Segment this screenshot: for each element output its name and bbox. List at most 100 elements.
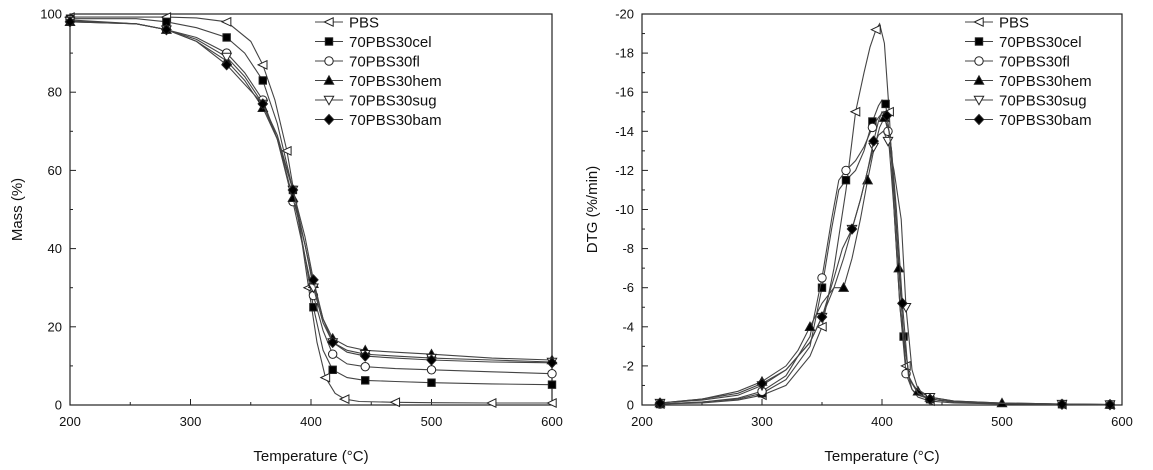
data-point	[838, 281, 850, 292]
chart-panel-2: 200 300 400 500 600 0 -2 -4 -6 -8 -10 -12 -14 -16 -18 -…	[584, 7, 1133, 466]
legend-label: 70PBS30sug	[349, 93, 437, 110]
data-point	[287, 184, 299, 196]
data-point	[426, 365, 437, 375]
data-point	[1104, 398, 1116, 411]
x-tick-label: 600	[1111, 414, 1133, 429]
data-point	[868, 135, 879, 147]
legend-label: 70PBS30bam	[999, 112, 1092, 129]
data-point	[338, 394, 350, 405]
x-tick-label: 200	[631, 414, 653, 429]
legend-label: 70PBS30cel	[999, 34, 1082, 51]
data-point	[161, 23, 172, 36]
data-point	[221, 52, 233, 63]
y-tick-label: 0	[55, 398, 62, 413]
y-tick-label: 60	[48, 163, 62, 178]
x-tick-label: 200	[59, 414, 81, 429]
y-tick-label: 40	[48, 241, 62, 256]
data-point	[319, 372, 331, 383]
chart-panel-1: 200 300 400 500 600 0 20 40 60 80 100 Temperature (…	[9, 7, 563, 466]
legend-marker	[973, 95, 985, 106]
y-tick-label: -16	[615, 85, 634, 100]
data-point	[360, 361, 370, 372]
data-point	[547, 369, 557, 379]
x-tick-label: 400	[300, 414, 322, 429]
data-point	[64, 16, 76, 28]
data-point	[846, 223, 858, 235]
legend: PBS 70PBS30cel 70PBS30fl 70PBS30hem 70PBS30s…	[965, 15, 1092, 129]
legend: PBS 70PBS30cel 70PBS30fl 70PBS30hem 70PBS30s…	[315, 15, 442, 129]
y-tick-label: -4	[622, 319, 634, 334]
legend-label: 70PBS30fl	[999, 54, 1070, 71]
x-tick-label: 600	[541, 414, 563, 429]
legend-label: 70PBS30fl	[349, 54, 420, 71]
data-point	[816, 321, 827, 332]
legend-label: 70PBS30hem	[349, 73, 442, 90]
data-point	[221, 59, 233, 71]
data-point	[893, 262, 905, 273]
series-70PBS30bam	[654, 109, 1116, 411]
y-tick-label: -6	[622, 280, 634, 295]
legend-marker	[323, 113, 335, 126]
x-axis-title: Temperature (°C)	[824, 448, 939, 465]
legend-label: PBS	[999, 15, 1029, 32]
data-point	[870, 24, 881, 35]
data-point	[220, 16, 232, 27]
y-axis-title: DTG (%/min)	[584, 166, 601, 254]
data-point	[881, 109, 893, 122]
series-line	[69, 20, 553, 363]
legend-marker	[323, 95, 335, 106]
y-tick-label: 20	[48, 319, 62, 334]
data-point	[924, 393, 936, 405]
data-point	[485, 398, 497, 409]
legend-label: PBS	[349, 15, 379, 32]
x-tick-label: 300	[180, 414, 202, 429]
legend-marker	[324, 37, 334, 46]
data-point	[427, 378, 436, 387]
data-point	[547, 380, 557, 389]
data-point	[222, 33, 231, 42]
plot-frame	[641, 13, 1123, 406]
data-point	[426, 354, 437, 366]
y-tick-label: 80	[48, 85, 62, 100]
data-point	[546, 398, 557, 409]
x-tick-label: 500	[421, 414, 443, 429]
data-point	[327, 349, 338, 359]
data-point	[817, 273, 827, 283]
series-70PBS30bam	[64, 16, 558, 369]
legend-marker	[973, 74, 985, 85]
legend-label: 70PBS30bam	[349, 112, 442, 129]
legend-marker	[974, 56, 984, 66]
data-point	[257, 98, 269, 110]
data-point	[841, 165, 851, 176]
legend-marker	[974, 37, 984, 46]
y-tick-label: -14	[615, 124, 634, 139]
y-tick-label: -20	[615, 7, 634, 22]
legend-marker	[323, 17, 334, 27]
data-point	[281, 145, 292, 156]
data-point	[361, 376, 370, 385]
data-point	[816, 311, 828, 323]
legend-marker	[973, 113, 985, 126]
data-point	[654, 397, 666, 409]
data-point	[841, 175, 851, 185]
data-point	[897, 297, 908, 310]
y-axis-title: Mass (%)	[9, 178, 26, 241]
data-point	[756, 377, 768, 390]
y-tick-label: -8	[622, 241, 634, 256]
series-line	[69, 21, 553, 364]
data-point	[328, 365, 337, 375]
y-tick-label: 100	[40, 7, 62, 22]
data-point	[867, 122, 878, 133]
legend-label: 70PBS30hem	[999, 73, 1092, 90]
data-point	[359, 350, 371, 362]
x-tick-label: 300	[751, 414, 773, 429]
data-point	[1056, 398, 1068, 410]
x-axis-title: Temperature (°C)	[253, 448, 368, 465]
legend-marker	[973, 17, 984, 27]
data-point	[817, 283, 827, 292]
series-line	[69, 19, 553, 375]
y-tick-label: -12	[615, 163, 634, 178]
data-point	[327, 336, 339, 349]
data-point	[881, 99, 890, 109]
